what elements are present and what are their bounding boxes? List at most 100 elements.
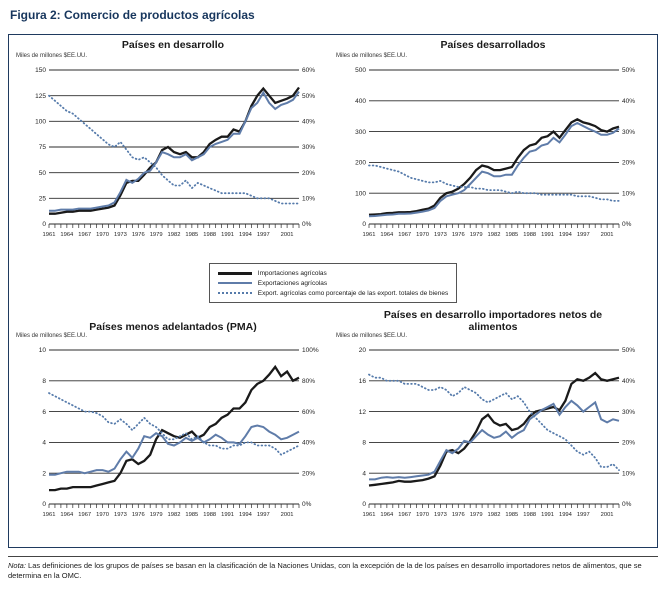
svg-text:1967: 1967 (78, 232, 91, 238)
svg-text:30%: 30% (622, 409, 635, 416)
svg-text:1961: 1961 (363, 232, 376, 238)
svg-text:20%: 20% (622, 440, 635, 447)
svg-text:1991: 1991 (541, 512, 554, 518)
svg-text:4: 4 (42, 440, 46, 447)
svg-text:1967: 1967 (398, 232, 411, 238)
svg-text:1973: 1973 (434, 232, 447, 238)
svg-text:60%: 60% (302, 409, 315, 416)
svg-text:30%: 30% (302, 144, 315, 151)
svg-text:1964: 1964 (60, 232, 74, 238)
svg-text:1994: 1994 (239, 512, 253, 518)
chart-paises-desarrollados: Países desarrollados Miles de millones $… (335, 39, 651, 260)
legend-label-importaciones: Importaciones agrícolas (257, 269, 327, 277)
svg-text:1964: 1964 (380, 512, 394, 518)
svg-text:100: 100 (355, 190, 366, 197)
svg-text:20%: 20% (622, 160, 635, 167)
svg-text:40%: 40% (302, 440, 315, 447)
svg-text:20: 20 (359, 347, 367, 354)
legend-item-importaciones: Importaciones agrícolas (217, 268, 448, 278)
svg-text:8: 8 (362, 440, 366, 447)
legend-row: Importaciones agrícolas Exportaciones ag… (15, 263, 651, 303)
svg-text:1961: 1961 (363, 512, 376, 518)
svg-text:1976: 1976 (132, 232, 145, 238)
svg-text:125: 125 (35, 93, 46, 100)
svg-text:1994: 1994 (559, 512, 573, 518)
svg-text:500: 500 (355, 67, 366, 74)
svg-text:1982: 1982 (488, 232, 501, 238)
svg-text:1985: 1985 (505, 512, 518, 518)
svg-text:1997: 1997 (257, 232, 270, 238)
svg-text:100: 100 (35, 119, 46, 126)
charts-row-top: Países en desarrollo Miles de millones $… (15, 39, 651, 260)
svg-text:1997: 1997 (257, 512, 270, 518)
svg-text:1988: 1988 (203, 512, 216, 518)
svg-text:1988: 1988 (203, 232, 216, 238)
svg-text:1961: 1961 (43, 512, 56, 518)
svg-text:2001: 2001 (601, 512, 614, 518)
svg-text:1970: 1970 (96, 232, 109, 238)
svg-text:1988: 1988 (523, 232, 536, 238)
legend-item-exportaciones: Exportaciones agrícolas (217, 278, 448, 288)
svg-text:1988: 1988 (523, 512, 536, 518)
svg-text:1982: 1982 (168, 512, 181, 518)
svg-text:1994: 1994 (559, 232, 573, 238)
svg-text:10%: 10% (622, 470, 635, 477)
chart-plot-nfidc: 0 4 8 12 16 20 0% 10% 20% 30% 40% 50% 1961 1964 1967 19… (359, 347, 635, 518)
svg-text:50%: 50% (622, 347, 635, 354)
svg-text:0: 0 (42, 221, 46, 228)
svg-text:1973: 1973 (114, 232, 127, 238)
svg-text:1967: 1967 (398, 512, 411, 518)
svg-text:100%: 100% (302, 347, 319, 354)
legend-label-exportaciones: Exportaciones agrícolas (257, 279, 328, 287)
svg-text:1985: 1985 (185, 232, 198, 238)
svg-text:1982: 1982 (168, 232, 181, 238)
svg-text:1961: 1961 (43, 232, 56, 238)
svg-text:1967: 1967 (78, 512, 91, 518)
svg-text:1964: 1964 (380, 232, 394, 238)
svg-text:40%: 40% (622, 98, 635, 105)
svg-text:2001: 2001 (281, 512, 294, 518)
svg-text:6: 6 (42, 409, 46, 416)
svg-text:50: 50 (39, 170, 47, 177)
svg-text:1970: 1970 (96, 512, 109, 518)
svg-text:0%: 0% (622, 501, 632, 508)
svg-text:0: 0 (42, 501, 46, 508)
note-text: Nota: Las definiciones de los grupos de … (8, 561, 656, 581)
chart-nfidc: Países en desarrollo importadores netos … (335, 307, 651, 540)
svg-text:75: 75 (39, 144, 47, 151)
note-label: Nota: (8, 561, 26, 570)
svg-text:1973: 1973 (114, 512, 127, 518)
svg-text:1991: 1991 (541, 232, 554, 238)
svg-text:40%: 40% (622, 378, 635, 385)
svg-text:40%: 40% (302, 119, 315, 126)
svg-text:1976: 1976 (452, 232, 465, 238)
svg-text:2: 2 (42, 470, 46, 477)
svg-text:1979: 1979 (150, 232, 163, 238)
chart-plot-paises-en-desarrollo: 0 25 50 75 100 125 150 0% 10% 20% 30% 40% 50% 60% 1961… (35, 67, 315, 238)
svg-text:8: 8 (42, 378, 46, 385)
charts-row-bottom: Países menos adelantados (PMA) Miles de … (15, 307, 651, 540)
svg-text:20%: 20% (302, 170, 315, 177)
chart-title-nfidc: Países en desarrollo importadores netos … (383, 308, 603, 333)
chart-box: Países en desarrollo Miles de millones $… (8, 34, 658, 548)
svg-text:1985: 1985 (505, 232, 518, 238)
chart-pma: Países menos adelantados (PMA) Miles de … (15, 307, 331, 540)
chart-legend: Importaciones agrícolas Exportaciones ag… (208, 263, 458, 303)
svg-text:200: 200 (355, 160, 366, 167)
svg-text:1991: 1991 (221, 232, 234, 238)
axis-unit-label: Miles de millones $EE.UU. (16, 53, 88, 59)
legend-line-porcentaje-icon (217, 292, 252, 294)
figure-title: Figura 2: Comercio de productos agrícola… (10, 8, 255, 22)
svg-text:25: 25 (39, 196, 47, 203)
svg-text:400: 400 (355, 98, 366, 105)
svg-text:16: 16 (359, 378, 367, 385)
chart-plot-paises-desarrollados: 0 100 200 300 400 500 0% 10% 20% 30% 40% 50% 1961 196… (355, 67, 635, 238)
svg-text:1976: 1976 (452, 512, 465, 518)
svg-text:1997: 1997 (577, 232, 590, 238)
svg-text:1973: 1973 (434, 512, 447, 518)
svg-text:300: 300 (355, 129, 366, 136)
svg-text:0%: 0% (302, 221, 312, 228)
svg-text:1985: 1985 (185, 512, 198, 518)
svg-text:150: 150 (35, 67, 46, 74)
